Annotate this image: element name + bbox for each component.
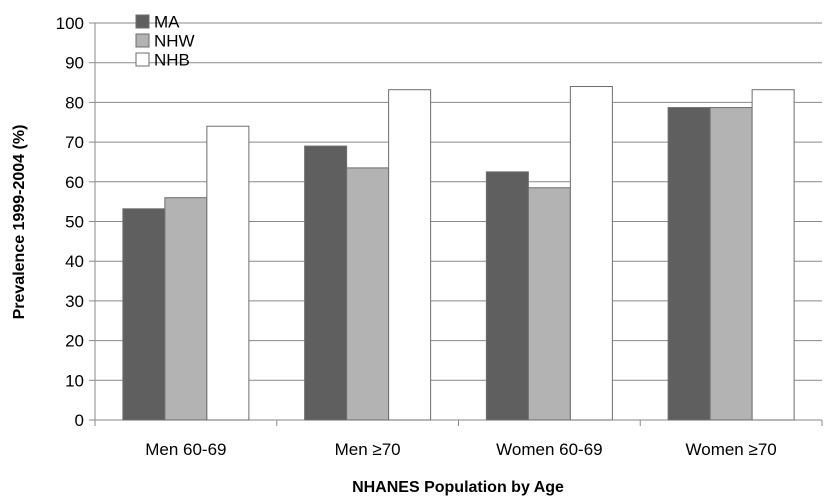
bar-ma: [667, 107, 711, 421]
bar-nhw: [346, 167, 390, 421]
bar-nhw: [164, 197, 208, 421]
y-tick-labels: 0 10 20 30 40 50 60 70 80 90 100: [56, 14, 84, 430]
x-axis-title: NHANES Population by Age: [352, 479, 564, 496]
y-tick-label: 20: [65, 332, 84, 351]
legend-label-ma: MA: [154, 13, 180, 32]
y-tick-label: 50: [65, 213, 84, 232]
legend-label-nhb: NHB: [154, 51, 190, 70]
x-tick-label: Women 60-69: [496, 440, 602, 459]
legend-swatch-nhw: [135, 33, 150, 48]
bar-ma: [122, 208, 166, 421]
y-tick-label: 30: [65, 292, 84, 311]
bar-nhw: [527, 187, 571, 421]
y-tick-label: 90: [65, 54, 84, 73]
y-tick-label: 70: [65, 133, 84, 152]
x-tick-labels: Men 60-69 Men ≥70 Women 60-69 Women ≥70: [145, 440, 777, 459]
bar-nhb: [751, 89, 795, 421]
y-axis-title: Prevalence 1999-2004 (%): [11, 125, 28, 320]
bar-nhb: [569, 86, 613, 421]
y-tick-label: 10: [65, 371, 84, 390]
bar-nhb: [388, 89, 432, 421]
x-tick-label: Men ≥70: [335, 440, 401, 459]
y-tick-label: 0: [75, 411, 84, 430]
bar-nhw: [709, 107, 753, 421]
y-tick-label: 100: [56, 14, 84, 33]
bars: [122, 86, 795, 421]
legend-swatch-nhb: [135, 52, 150, 67]
y-tick-label: 60: [65, 173, 84, 192]
y-tick-label: 80: [65, 93, 84, 112]
bar-ma: [304, 145, 348, 421]
bar-ma: [485, 171, 529, 421]
legend-label-nhw: NHW: [154, 32, 195, 51]
y-tick-label: 40: [65, 252, 84, 271]
x-tick-label: Men 60-69: [145, 440, 226, 459]
x-tick-label: Women ≥70: [686, 440, 777, 459]
bar-nhb: [206, 125, 250, 421]
legend-swatch-ma: [135, 14, 150, 29]
